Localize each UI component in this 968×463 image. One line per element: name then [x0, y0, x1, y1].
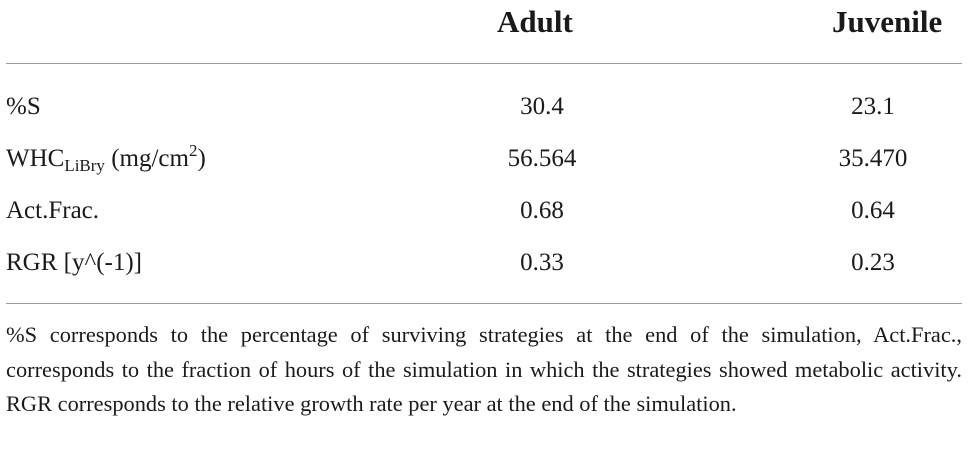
row-label: RGR [y^(-1)] [6, 249, 143, 276]
cell-adult: 30.4 [520, 93, 564, 120]
table-top-rule [6, 63, 962, 64]
cell-juvenile: 23.1 [851, 93, 895, 120]
cell-juvenile: 0.23 [851, 249, 895, 276]
table-row: RGR [y^(-1)] 0.33 0.23 [0, 246, 968, 280]
table-row: Act.Frac. 0.68 0.64 [0, 194, 968, 228]
label-subscript: LiBry [64, 156, 105, 175]
table-bottom-rule [6, 303, 962, 304]
table-row: WHCLiBry (mg/cm2) 56.564 35.470 [0, 142, 968, 176]
label-superscript: 2 [188, 141, 198, 160]
label-main: WHC [6, 145, 65, 172]
cell-adult: 0.33 [520, 249, 564, 276]
label-unit-close: ) [197, 145, 206, 172]
label-unit: (mg/cm [111, 145, 189, 172]
cell-juvenile: 0.64 [851, 197, 895, 224]
column-header-adult: Adult [497, 4, 573, 39]
column-header-juvenile: Juvenile [832, 4, 943, 39]
cell-juvenile: 35.470 [838, 145, 908, 172]
cell-adult: 56.564 [507, 145, 577, 172]
table-row: %S 30.4 23.1 [0, 90, 968, 124]
table-footnote: %S corresponds to the percentage of surv… [6, 322, 962, 416]
cell-adult: 0.68 [520, 197, 564, 224]
row-label: %S [6, 93, 41, 120]
row-label: WHCLiBry (mg/cm2) [6, 142, 206, 176]
row-label: Act.Frac. [6, 197, 100, 224]
